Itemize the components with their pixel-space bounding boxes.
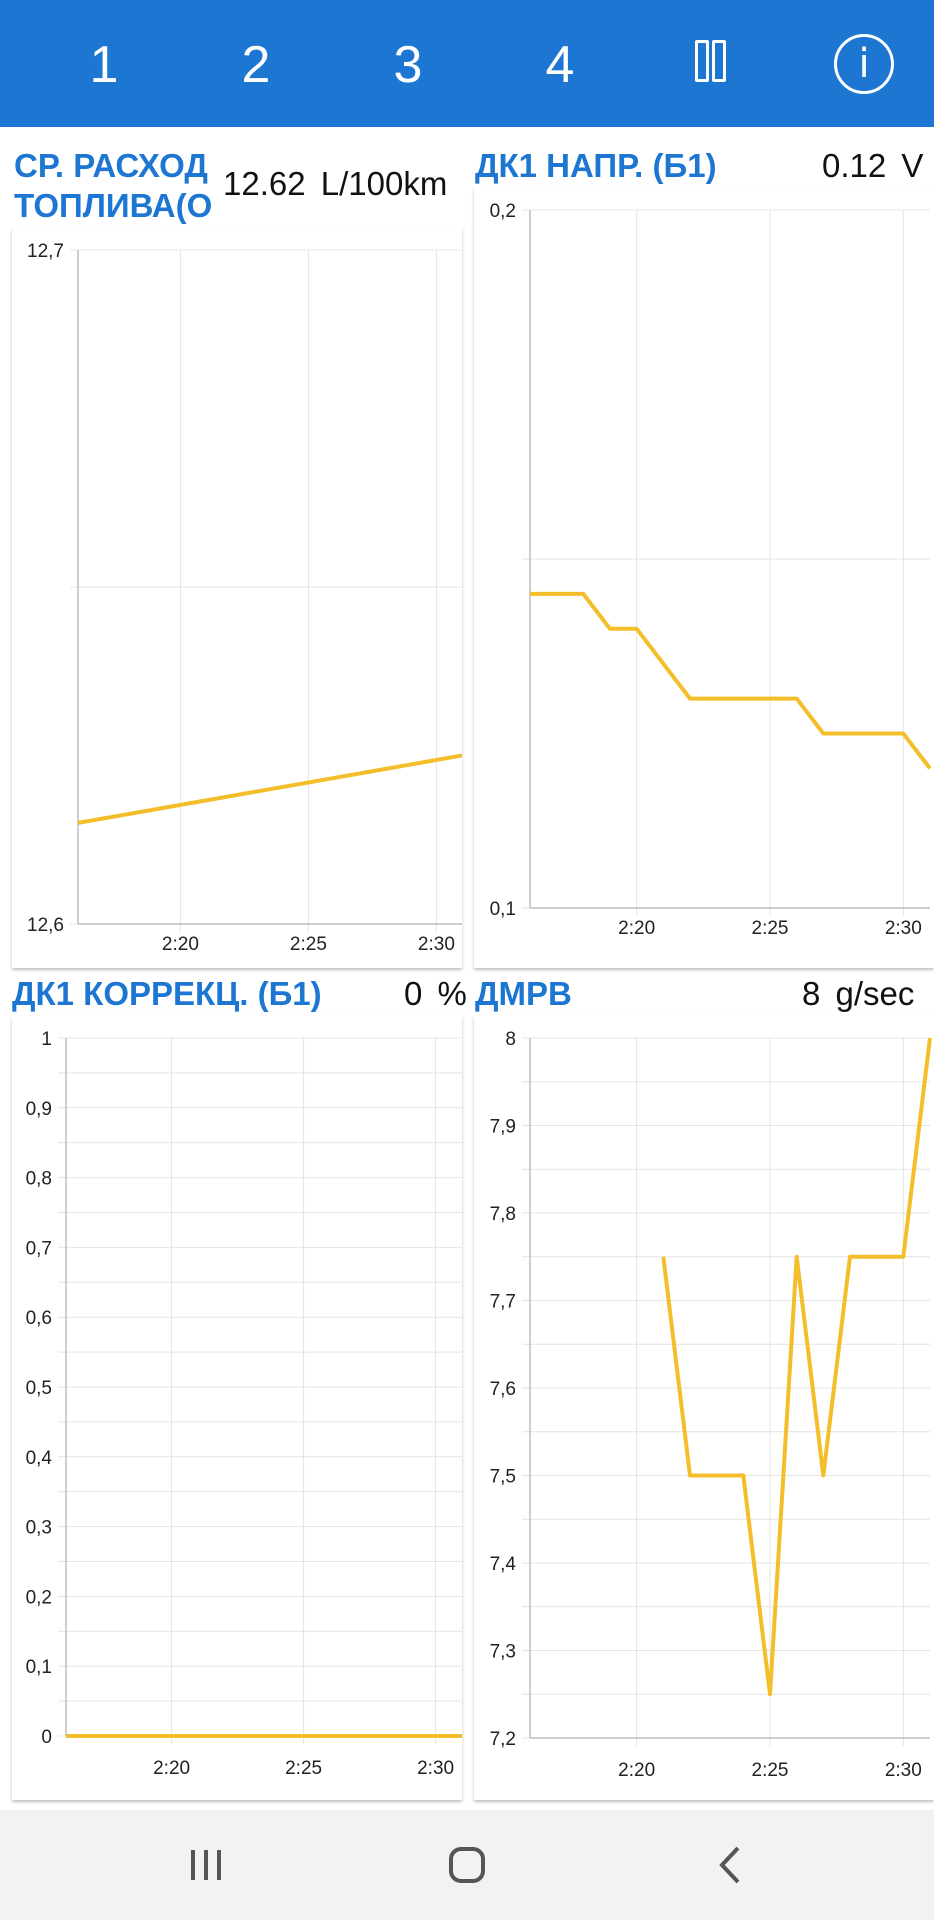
- y-tick-label: 12,6: [27, 915, 64, 936]
- y-tick-label: 0,8: [26, 1169, 52, 1190]
- panel-title: ДК1 НАПР. (Б1): [475, 147, 717, 184]
- x-tick-label: 2:25: [752, 1760, 789, 1781]
- y-tick-label: 7,8: [490, 1204, 516, 1225]
- y-tick-label: 1: [41, 1029, 52, 1050]
- y-tick-label: 8: [505, 1029, 516, 1050]
- panel-value: 12.62 L/100km: [223, 164, 447, 204]
- y-tick-label: 12,7: [27, 241, 64, 262]
- value-number: 8: [802, 975, 821, 1012]
- x-tick-label: 2:20: [153, 1758, 190, 1779]
- x-tick-label: 2:30: [885, 1760, 922, 1781]
- y-tick-label: 7,7: [490, 1292, 516, 1313]
- series-line: [530, 591, 932, 770]
- tab-3[interactable]: 3: [393, 36, 423, 94]
- chart-maf: 7,2 7,3 7,4 7,5 7,6 7,7 7,8 7,9 8 2:20 2:25 2:30: [474, 1016, 934, 1800]
- x-tick-label: 2:25: [285, 1758, 322, 1779]
- top-toolbar: 1 2 3 4 i: [0, 0, 934, 127]
- value-unit: g/sec: [835, 975, 915, 1012]
- panel-value: 8 g/sec: [802, 974, 914, 1014]
- value-unit: %: [437, 975, 467, 1012]
- panel-title: ДМРВ: [475, 975, 572, 1012]
- y-tick-label: 7,4: [490, 1554, 517, 1575]
- x-tick-label: 2:20: [618, 918, 655, 939]
- y-tick-label: 0,1: [490, 899, 516, 920]
- x-tick-label: 2:30: [417, 1758, 454, 1779]
- panel-title-line1: СР. РАСХОД: [14, 147, 208, 184]
- tab-4[interactable]: 4: [545, 36, 575, 94]
- y-tick-label: 0,5: [26, 1378, 52, 1399]
- recent-apps-icon[interactable]: [176, 1840, 236, 1890]
- value-number: 0: [404, 975, 423, 1012]
- x-tick-label: 2:20: [618, 1760, 655, 1781]
- x-tick-label: 2:30: [885, 918, 922, 939]
- chart-svg: 0,1 0,2 2:20 2:25 2:30: [490, 201, 932, 939]
- tab-2[interactable]: 2: [241, 36, 271, 94]
- series-line: [661, 1037, 932, 1697]
- value-unit: L/100km: [320, 165, 448, 202]
- back-icon[interactable]: [700, 1840, 760, 1890]
- y-tick-label: 0: [41, 1727, 52, 1748]
- y-tick-label: 7,9: [490, 1117, 516, 1138]
- chart-svg: 12,6 12,7 2:20 2:25 2:30: [27, 241, 462, 955]
- series-line: [77, 753, 462, 825]
- tab-1[interactable]: 1: [89, 36, 119, 94]
- y-tick-label: 0,7: [26, 1238, 52, 1259]
- x-tick-label: 2:25: [752, 918, 789, 939]
- panel-title: ДК1 КОРРЕКЦ. (Б1): [12, 975, 322, 1012]
- x-tick-label: 2:30: [418, 934, 455, 955]
- value-unit: V: [901, 147, 924, 184]
- info-icon[interactable]: i: [834, 34, 894, 94]
- pause-icon[interactable]: [695, 40, 727, 84]
- y-tick-label: 0,6: [26, 1308, 52, 1329]
- panel-title-line2: ТОПЛИВА(О: [14, 187, 213, 224]
- y-tick-label: 7,2: [490, 1729, 516, 1750]
- panel-value: 0 %: [404, 974, 467, 1014]
- y-tick-label: 0,1: [26, 1657, 52, 1678]
- y-tick-label: 0,3: [26, 1518, 52, 1539]
- chart-o2-voltage: 0,1 0,2 2:20 2:25 2:30: [474, 188, 934, 968]
- x-tick-label: 2:20: [162, 934, 199, 955]
- system-navbar: [0, 1810, 934, 1920]
- chart-svg: 0 0,1 0,2 0,3 0,4 0,5 0,6 0,7 0,8 0,9 1 2:20 2:25 2:3…: [26, 1029, 462, 1779]
- chart-o2-correction: 0 0,1 0,2 0,3 0,4 0,5 0,6 0,7 0,8 0,9 1 2:20 2:25 2:3…: [12, 1016, 462, 1800]
- y-tick-label: 0,4: [26, 1448, 53, 1469]
- y-tick-label: 7,6: [490, 1379, 516, 1400]
- y-tick-label: 7,5: [490, 1467, 516, 1488]
- home-icon[interactable]: [437, 1840, 497, 1890]
- y-tick-label: 0,9: [26, 1099, 52, 1120]
- value-number: 0.12: [822, 147, 887, 184]
- y-tick-label: 7,3: [490, 1642, 516, 1663]
- panel-value: 0.12 V: [822, 146, 923, 186]
- chart-svg: 7,2 7,3 7,4 7,5 7,6 7,7 7,8 7,9 8 2:20 2:25 2:30: [490, 1029, 932, 1781]
- chart-fuel-consumption: 12,6 12,7 2:20 2:25 2:30: [12, 228, 462, 968]
- y-tick-label: 0,2: [26, 1587, 52, 1608]
- x-tick-label: 2:25: [290, 934, 327, 955]
- y-tick-label: 0,2: [490, 201, 516, 222]
- value-number: 12.62: [223, 165, 306, 202]
